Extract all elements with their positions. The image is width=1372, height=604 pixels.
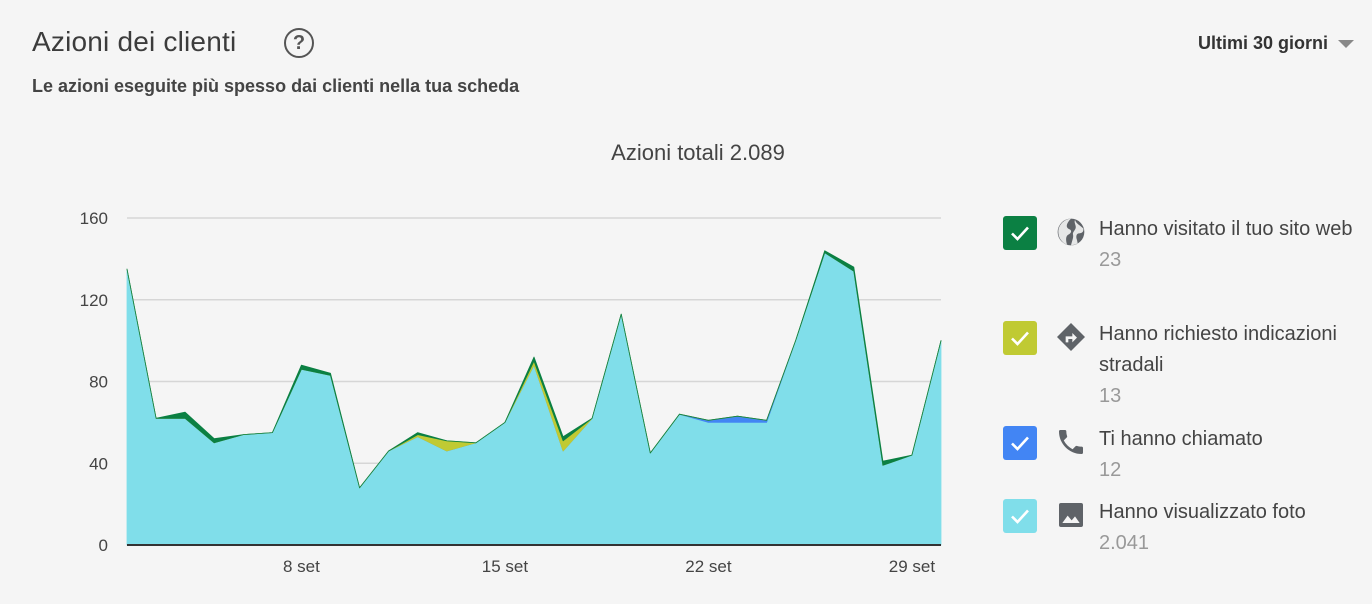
y-tick-label: 120 [80, 291, 108, 310]
checkmark-icon [1011, 509, 1029, 524]
y-tick-label: 0 [99, 536, 108, 555]
y-tick-label: 160 [80, 209, 108, 228]
help-circle-icon[interactable]: ? [284, 28, 314, 58]
y-tick-label: 80 [89, 373, 108, 392]
legend-label-directions: Hanno richiesto indicazioni stradali [1099, 323, 1337, 376]
page-subtitle: Le azioni eseguite più spesso dai client… [32, 76, 520, 96]
x-tick-label: 22 set [685, 557, 732, 576]
chevron-down-icon [1338, 39, 1354, 48]
x-tick-label: 15 set [482, 557, 529, 576]
series-area-hanno-visitato-il-tuo-sito-web [126, 250, 942, 489]
legend-checkbox-calls[interactable] [1003, 426, 1037, 460]
chart-title: Azioni totali 2.089 [611, 140, 785, 165]
legend-checkbox-directions[interactable] [1003, 321, 1037, 355]
legend-checkbox-website[interactable] [1003, 216, 1037, 250]
legend-count-photos: 2.041 [1099, 532, 1150, 554]
x-tick-label: 8 set [283, 557, 320, 576]
series-area-hanno-visualizzato-foto [126, 252, 942, 546]
phone-icon [1059, 430, 1083, 454]
date-range-label: Ultimi 30 giorni [1197, 33, 1328, 53]
date-range-dropdown[interactable]: Ultimi 30 giorni [1198, 33, 1354, 54]
legend-label-website: Hanno visitato il tuo sito web [1099, 218, 1353, 240]
legend-count-calls: 12 [1099, 459, 1122, 481]
globe-icon [1057, 218, 1085, 246]
legend-label-photos: Hanno visualizzato foto [1099, 501, 1306, 523]
photo-icon [1059, 503, 1083, 527]
directions-icon [1057, 323, 1085, 351]
page-title: Azioni dei clienti [32, 26, 237, 57]
legend-checkbox-photos[interactable] [1003, 499, 1037, 533]
y-tick-label: 40 [89, 454, 108, 473]
checkmark-icon [1011, 331, 1029, 346]
x-tick-label: 29 set [889, 557, 936, 576]
legend-count-directions: 13 [1099, 385, 1122, 407]
checkmark-icon [1011, 436, 1029, 451]
legend-label-calls: Ti hanno chiamato [1099, 428, 1263, 450]
checkmark-icon [1011, 226, 1029, 241]
legend-count-website: 23 [1099, 249, 1122, 271]
